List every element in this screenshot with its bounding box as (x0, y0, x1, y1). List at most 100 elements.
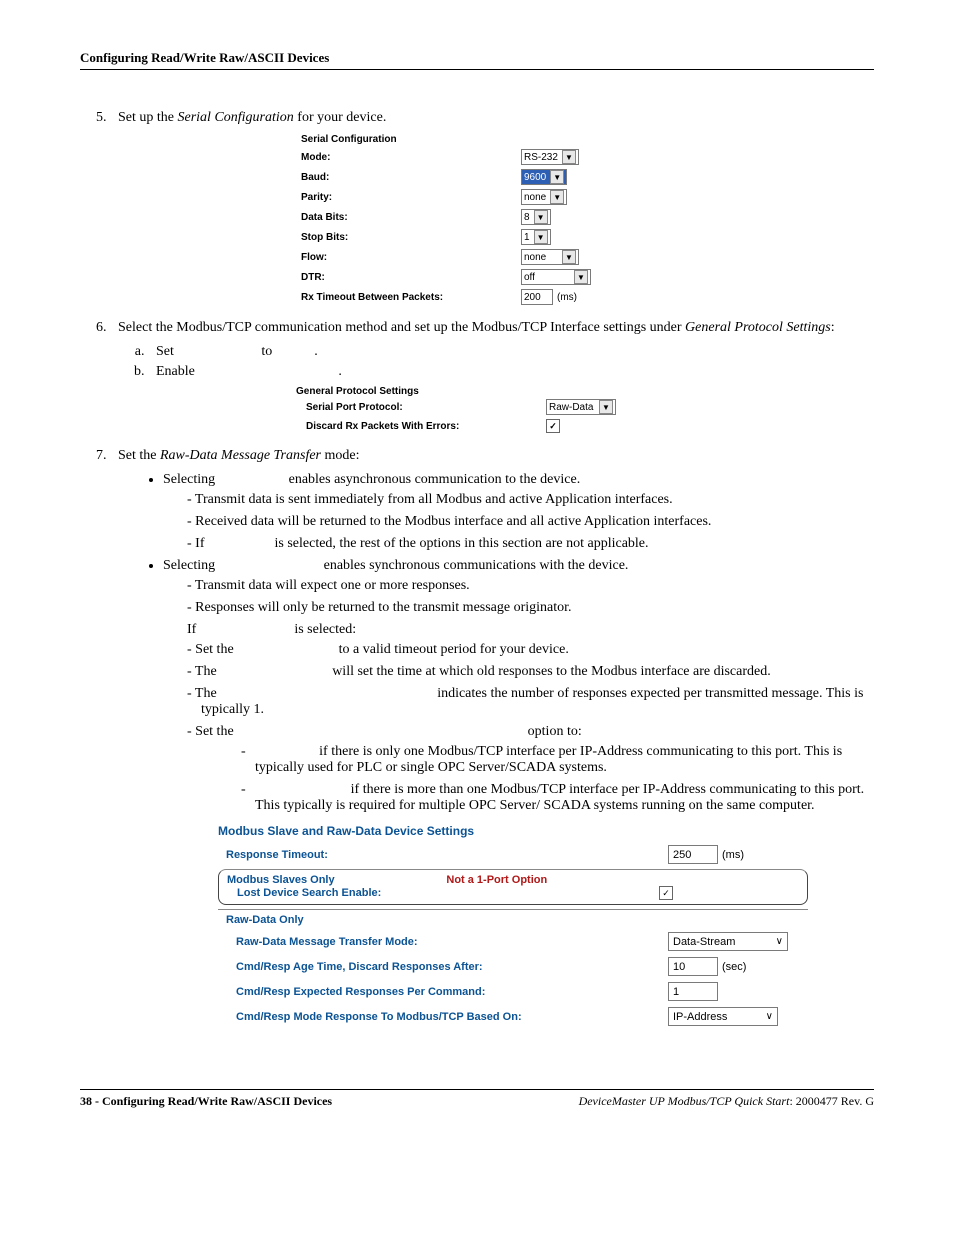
label-spp: Serial Port Protocol: (296, 402, 546, 413)
chevron-down-icon: ∨ (766, 1011, 773, 1022)
b2: Selecting enables synchronous communicat… (163, 558, 874, 814)
select-mode[interactable]: RS-232▼ (521, 149, 579, 165)
step6-b: Enable . (148, 364, 874, 380)
label-mode: Mode: (301, 152, 521, 163)
step5-before: Set up the (118, 110, 178, 125)
select-flow[interactable]: none▼ (521, 249, 579, 265)
label-discard: Discard Rx Packets With Errors: (296, 421, 546, 432)
row-flow: Flow: none▼ (301, 249, 691, 265)
b1d2: Received data will be returned to the Mo… (187, 514, 874, 530)
label-baud: Baud: (301, 172, 521, 183)
mt-label-age: Cmd/Resp Age Time, Discard Responses Aft… (218, 961, 668, 973)
main-steps-list: Set up the Serial Configuration for your… (80, 110, 874, 1029)
step6-before: Select the Modbus/TCP communication meth… (118, 320, 685, 335)
b1-t2: enables asynchronous communication to th… (289, 472, 581, 487)
mt-val-resp: 250 (673, 849, 691, 861)
b2s4o2: if there is more than one Modbus/TCP int… (241, 782, 874, 814)
s6a-t2: to (261, 344, 272, 359)
select-stopbits[interactable]: 1▼ (521, 229, 551, 245)
select-based-on[interactable]: IP-Address∨ (668, 1007, 778, 1026)
mt-row-expected: Cmd/Resp Expected Responses Per Command:… (218, 979, 808, 1004)
b2s4-t1: Set the (195, 724, 234, 739)
step-6: Select the Modbus/TCP communication meth… (110, 320, 874, 433)
select-parity[interactable]: none▼ (521, 189, 567, 205)
checkbox-discard[interactable]: ✓ (546, 419, 560, 433)
input-resp-timeout[interactable]: 250 (668, 845, 718, 864)
chevron-down-icon: ▼ (534, 230, 548, 244)
mt-row-resp: Response Timeout: 250 (ms) (218, 842, 808, 867)
chevron-down-icon: ▼ (599, 400, 613, 414)
s6b-t1: Enable (156, 364, 195, 379)
value-baud: 9600 (524, 172, 546, 183)
b2-sub: Set the to a valid timeout period for yo… (163, 642, 874, 814)
b2s3: The indicates the number of responses ex… (187, 686, 874, 718)
page-header: Configuring Read/Write Raw/ASCII Devices (80, 50, 874, 70)
mt-row-lost: Lost Device Search Enable: ✓ (227, 886, 799, 900)
b1: Selecting enables asynchronous communica… (163, 472, 874, 552)
serial-config-title: Serial Configuration (301, 134, 691, 145)
value-spp: Raw-Data (549, 402, 593, 413)
chevron-down-icon: ▼ (562, 150, 576, 164)
b2s4-opts: if there is only one Modbus/TCP interfac… (201, 744, 874, 814)
mt-raw-title-row: Raw-Data Only (218, 909, 808, 929)
input-age-time[interactable]: 10 (668, 957, 718, 976)
chevron-down-icon: ▼ (534, 210, 548, 224)
value-rxtimeout: 200 (524, 292, 541, 303)
row-discard: Discard Rx Packets With Errors: ✓ (296, 419, 696, 433)
select-spp[interactable]: Raw-Data ▼ (546, 399, 616, 415)
b2-dashes: Transmit data will expect one or more re… (163, 578, 874, 616)
checkbox-lost-device[interactable]: ✓ (659, 886, 673, 900)
mt-not-port: Not a 1-Port Option (446, 874, 547, 886)
select-transfer-mode[interactable]: Data-Stream∨ (668, 932, 788, 951)
b2s4o1: if there is only one Modbus/TCP interfac… (241, 744, 874, 776)
b2s2-t2: will set the time at which old responses… (332, 664, 771, 679)
mt-row-transfer: Raw-Data Message Transfer Mode: Data-Str… (218, 929, 808, 954)
mt-row-age: Cmd/Resp Age Time, Discard Responses Aft… (218, 954, 808, 979)
label-parity: Parity: (301, 192, 521, 203)
step5-italic: Serial Configuration (178, 110, 294, 125)
row-rxtimeout: Rx Timeout Between Packets: 200(ms) (301, 289, 691, 305)
modbus-settings-table: Modbus Slave and Raw-Data Device Setting… (218, 824, 808, 1029)
mt-slaves-title: Modbus Slaves Only (227, 874, 335, 886)
mt-slaves-title-row: Modbus Slaves Only Not a 1-Port Option (227, 874, 799, 886)
input-rxtimeout[interactable]: 200 (521, 289, 553, 305)
select-databits[interactable]: 8▼ (521, 209, 551, 225)
chevron-down-icon: ▼ (550, 190, 564, 204)
label-stopbits: Stop Bits: (301, 232, 521, 243)
mt-label-lost: Lost Device Search Enable: (227, 887, 659, 899)
header-title: Configuring Read/Write Raw/ASCII Devices (80, 50, 329, 65)
mt-raw-title: Raw-Data Only (218, 914, 668, 926)
label-dtr: DTR: (301, 272, 521, 283)
mt-label-basedon: Cmd/Resp Mode Response To Modbus/TCP Bas… (218, 1011, 668, 1023)
row-spp: Serial Port Protocol: Raw-Data ▼ (296, 399, 696, 415)
step6-sublist: Set to . Enable . (118, 344, 874, 380)
step7-italic: Raw-Data Message Transfer (160, 448, 321, 463)
b2s4-t2: option to: (528, 724, 582, 739)
b2s1: Set the to a valid timeout period for yo… (187, 642, 874, 658)
b2s3-t1: The (195, 686, 217, 701)
b1d3-t2: is selected, the rest of the options in … (275, 536, 649, 551)
mt-val-transfer: Data-Stream (673, 936, 735, 948)
s6b-t2: . (338, 364, 342, 379)
b2-if: If is selected: (163, 622, 874, 638)
label-flow: Flow: (301, 252, 521, 263)
select-baud[interactable]: 9600 ▼ (521, 169, 567, 185)
mt-unit-resp: (ms) (722, 849, 744, 861)
mt-label-resp: Response Timeout: (218, 849, 668, 861)
serial-config-panel: Serial Configuration Mode: RS-232▼ Baud:… (301, 134, 691, 305)
footer-doc-title: DeviceMaster UP Modbus/TCP Quick Start (579, 1094, 790, 1108)
input-expected[interactable]: 1 (668, 982, 718, 1001)
s6a-t1: Set (156, 344, 174, 359)
s6a-t3: . (314, 344, 318, 359)
gp-title: General Protocol Settings (296, 386, 696, 397)
row-mode: Mode: RS-232▼ (301, 149, 691, 165)
b2s1-t1: Set the (195, 642, 234, 657)
row-parity: Parity: none▼ (301, 189, 691, 205)
select-dtr[interactable]: off▼ (521, 269, 591, 285)
step5-after: for your device. (294, 110, 387, 125)
b2s2: The will set the time at which old respo… (187, 664, 874, 680)
mt-val-expected: 1 (673, 986, 679, 998)
b2if-t1: If (187, 622, 196, 637)
step6-italic: General Protocol Settings (685, 320, 831, 335)
chevron-down-icon: ▼ (550, 170, 564, 184)
